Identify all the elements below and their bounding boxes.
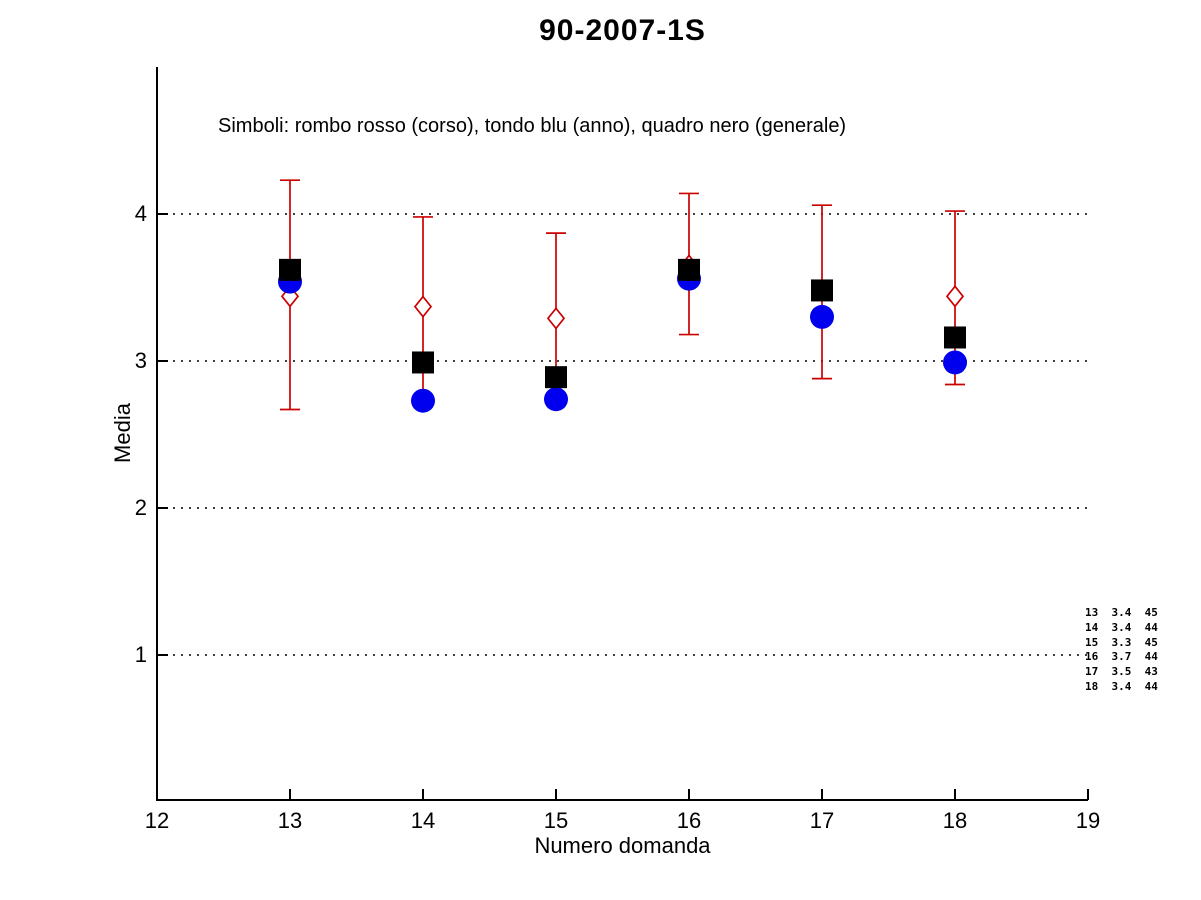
y-tick-label-1: 1 — [134, 642, 147, 667]
circle-marker — [943, 350, 967, 375]
y-tick-label-2: 2 — [134, 495, 147, 520]
annotation-line-0: 13 3.4 45 — [1085, 606, 1158, 619]
circle-marker — [544, 387, 568, 412]
x-tick-label-16: 16 — [676, 808, 702, 833]
x-tick-label-19: 19 — [1075, 808, 1101, 833]
x-tick-label-14: 14 — [410, 808, 436, 833]
chart-subtitle: Simboli: rombo rosso (corso), tondo blu … — [218, 115, 847, 137]
y-tick-label-4: 4 — [134, 201, 147, 226]
annotation-block: 13 3.4 45 14 3.4 44 15 3.3 45 16 3.7 44 17 3… — [1085, 606, 1158, 695]
x-tick-label-12: 12 — [144, 808, 170, 833]
x-tick-label-18: 18 — [942, 808, 968, 833]
square-marker — [678, 258, 700, 281]
square-marker — [412, 351, 434, 374]
diamond-marker — [413, 295, 433, 318]
diamond-marker — [945, 284, 965, 308]
diamond-marker — [546, 307, 566, 330]
square-marker — [811, 279, 833, 302]
x-tick-label-13: 13 — [277, 808, 303, 833]
square-marker — [279, 258, 301, 281]
annotation-line-4: 17 3.5 43 — [1085, 665, 1158, 679]
circle-marker — [810, 304, 834, 329]
x-axis-label: Numero domanda — [534, 833, 711, 858]
annotation-line-3: 16 3.7 44 — [1085, 650, 1158, 664]
annotation-line-5: 18 3.4 44 — [1085, 679, 1158, 693]
chart-title: 90-2007-1S — [539, 14, 706, 47]
square-marker — [545, 366, 567, 389]
square-marker — [944, 326, 966, 349]
circle-marker — [411, 388, 435, 413]
y-tick-label-3: 3 — [134, 348, 147, 373]
annotation-line-1: 14 3.4 44 — [1085, 620, 1158, 634]
x-tick-label-15: 15 — [543, 808, 569, 833]
annotation-line-2: 15 3.3 45 — [1085, 635, 1158, 649]
x-tick-label-17: 17 — [809, 808, 835, 833]
